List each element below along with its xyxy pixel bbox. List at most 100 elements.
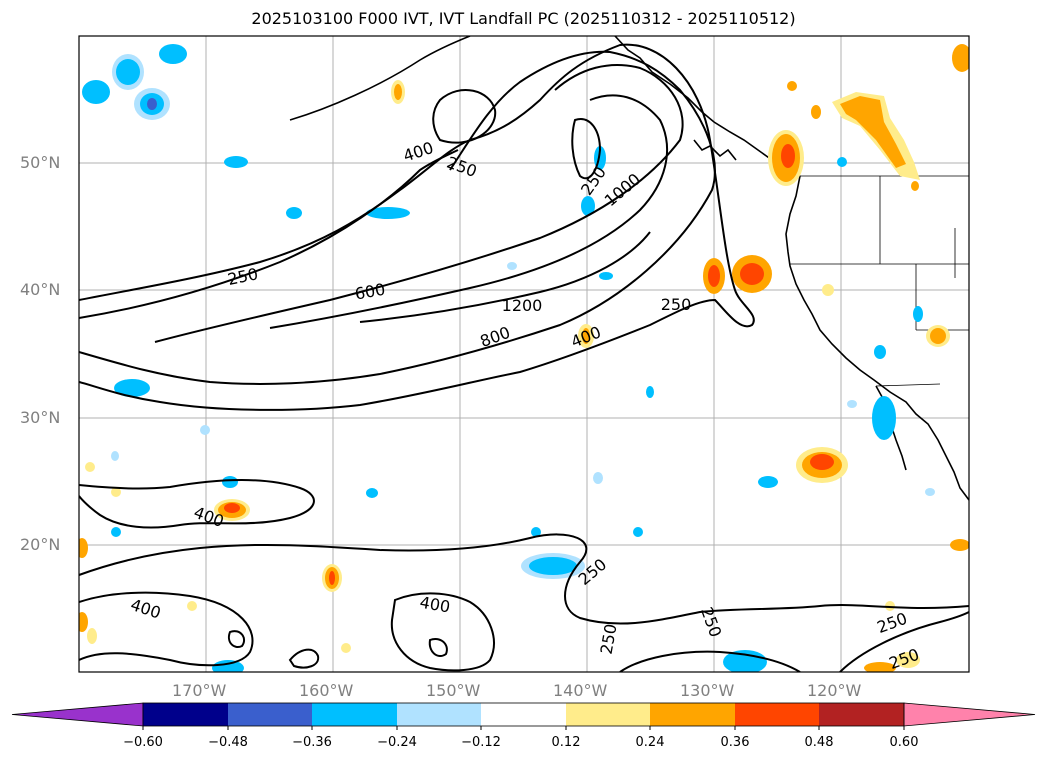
neg-patch xyxy=(925,488,935,496)
pos-patch xyxy=(582,328,590,344)
lon-label: 130°W xyxy=(680,681,735,700)
neg-patch xyxy=(847,400,857,408)
contour-closed-400 xyxy=(432,89,497,144)
colorbar-tick-label: −0.24 xyxy=(377,735,417,750)
colorbar-bin xyxy=(312,703,397,726)
pos-patch xyxy=(341,643,351,653)
aleutian-islands xyxy=(289,36,471,121)
neg-patch xyxy=(531,527,541,537)
contour-label: 800 xyxy=(478,323,513,351)
contour-600 xyxy=(79,50,716,385)
contour-label: 250 xyxy=(226,264,260,289)
neg-patch xyxy=(529,557,577,575)
lon-label: 170°W xyxy=(172,681,227,700)
pos-patch xyxy=(864,662,896,672)
pos-patch xyxy=(840,96,906,168)
gridlines xyxy=(79,36,969,672)
pos-patch xyxy=(708,265,720,287)
colorbar xyxy=(11,702,1036,730)
pos-patch xyxy=(822,284,834,296)
colorbar-tick-label: 0.24 xyxy=(635,735,665,750)
neg-patch xyxy=(286,207,302,219)
contour-label: 250 xyxy=(661,295,692,314)
lon-label: 150°W xyxy=(426,681,481,700)
contour-label: 250 xyxy=(887,645,922,673)
neg-patch xyxy=(366,488,378,498)
colorbar-bin xyxy=(650,703,735,726)
pos-patch xyxy=(811,105,821,119)
pos-patch xyxy=(952,44,969,72)
lon-label: 160°W xyxy=(299,681,354,700)
contour-250 xyxy=(79,43,755,411)
colorbar-bin xyxy=(481,703,566,726)
neg-patch xyxy=(200,425,210,435)
pos-patch xyxy=(950,539,969,551)
neg-patch xyxy=(111,451,119,461)
neg-patch xyxy=(366,207,410,219)
pos-patch xyxy=(187,601,197,611)
contour-400-mid xyxy=(390,592,495,672)
pos-patch xyxy=(79,538,88,558)
pos-patch xyxy=(79,612,88,632)
contour-250-south2 xyxy=(619,650,801,672)
us-west-coast xyxy=(785,175,969,501)
colorbar-extend-min xyxy=(11,702,144,727)
pos-patch xyxy=(740,263,764,285)
pos-patch xyxy=(896,652,920,668)
colorbar-tick-label: 0.60 xyxy=(889,735,919,750)
pos-patch xyxy=(394,84,402,100)
contour-small xyxy=(288,648,320,669)
ivt-contours xyxy=(79,43,969,672)
colorbar-bin xyxy=(735,703,819,726)
colorbar-tick-label: 0.12 xyxy=(551,735,581,750)
lat-label: 30°N xyxy=(20,408,61,427)
contour-250-south xyxy=(79,533,969,625)
neg-patch xyxy=(82,80,110,104)
pos-patch xyxy=(787,81,797,91)
pos-patch xyxy=(87,628,97,644)
lat-label: 20°N xyxy=(20,535,61,554)
contour-label: 400 xyxy=(568,322,603,351)
colorbar-tick-label: 0.48 xyxy=(804,735,834,750)
pos-patch xyxy=(885,601,895,611)
neg-patch xyxy=(222,476,238,488)
neg-patch xyxy=(147,98,157,110)
colorbar-tick-label: 0.36 xyxy=(720,735,750,750)
neg-patch xyxy=(224,156,248,168)
neg-patch xyxy=(872,396,896,440)
neg-patch xyxy=(599,272,613,280)
contour-250-southeast xyxy=(839,611,969,672)
pos-patch xyxy=(85,462,95,472)
pos-patch xyxy=(224,503,240,513)
neg-patch xyxy=(874,345,886,359)
neg-patch xyxy=(581,196,595,216)
neg-patch xyxy=(633,527,643,537)
colorbar-bin xyxy=(819,703,904,726)
contour-1200 xyxy=(359,231,651,323)
neg-patch xyxy=(507,262,517,270)
us-mexico-border xyxy=(875,383,941,387)
neg-patch xyxy=(159,44,187,64)
contour-small xyxy=(228,630,246,648)
pos-patch xyxy=(911,181,919,191)
contour-label: 600 xyxy=(353,280,386,304)
colorbar-tick-label: −0.36 xyxy=(292,735,332,750)
positive-pc-shading xyxy=(79,44,969,672)
contour-label: 400 xyxy=(418,593,451,617)
lon-label: 120°W xyxy=(807,681,862,700)
contour-800 xyxy=(154,64,684,343)
neg-patch xyxy=(758,476,778,488)
colorbar-extend-max xyxy=(903,702,1036,727)
negative-pc-shading xyxy=(82,44,935,672)
contour-400-southwest xyxy=(79,591,254,667)
colorbar-tick-label: −0.48 xyxy=(208,735,248,750)
contour-label: 1200 xyxy=(502,296,543,315)
contour-labels: 400 250 250 1000 250 600 1200 800 400 25… xyxy=(128,138,921,673)
colorbar-bin xyxy=(143,703,228,726)
contour-label: 400 xyxy=(401,138,436,166)
map-frame xyxy=(78,35,970,673)
pos-patch xyxy=(329,571,335,585)
neg-patch xyxy=(111,527,121,537)
contour-small xyxy=(428,638,448,658)
contour-closed-250 xyxy=(571,118,602,180)
